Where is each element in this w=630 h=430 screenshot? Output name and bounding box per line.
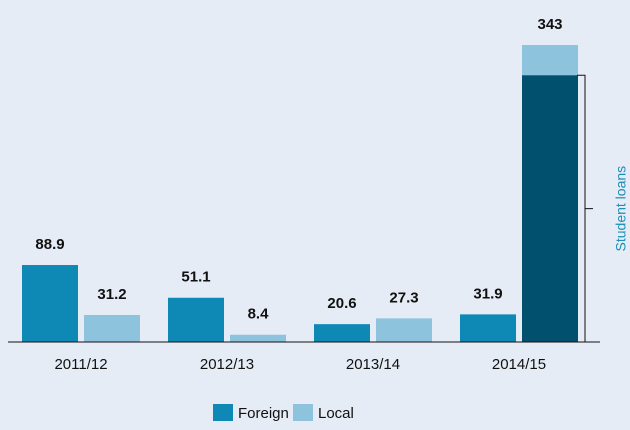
value-label: 343 — [537, 16, 562, 33]
bar — [168, 297, 224, 342]
value-label: 27.3 — [389, 289, 418, 306]
legend-label: Foreign — [238, 405, 289, 422]
value-label: 31.9 — [473, 285, 502, 302]
bracket — [577, 74, 593, 343]
legend-label: Local — [318, 405, 354, 422]
bar — [230, 334, 286, 342]
bar — [22, 265, 78, 342]
value-label: 51.1 — [181, 269, 210, 286]
bar — [314, 324, 370, 342]
bar — [84, 314, 140, 342]
subset-segment — [522, 75, 578, 342]
value-label: 20.6 — [327, 295, 356, 312]
x-tick-label: 2012/13 — [200, 356, 254, 373]
bar — [376, 318, 432, 342]
legend-swatch — [293, 404, 313, 421]
value-label: 88.9 — [35, 236, 64, 253]
x-tick-label: 2013/14 — [346, 356, 400, 373]
value-label: 8.4 — [248, 306, 270, 323]
value-label: 31.2 — [97, 286, 126, 303]
legend-swatch — [213, 404, 233, 421]
x-tick-label: 2011/12 — [54, 356, 107, 373]
subset-label: Student loans — [613, 166, 629, 252]
bar — [460, 314, 516, 342]
x-tick-label: 2014/15 — [492, 356, 546, 373]
